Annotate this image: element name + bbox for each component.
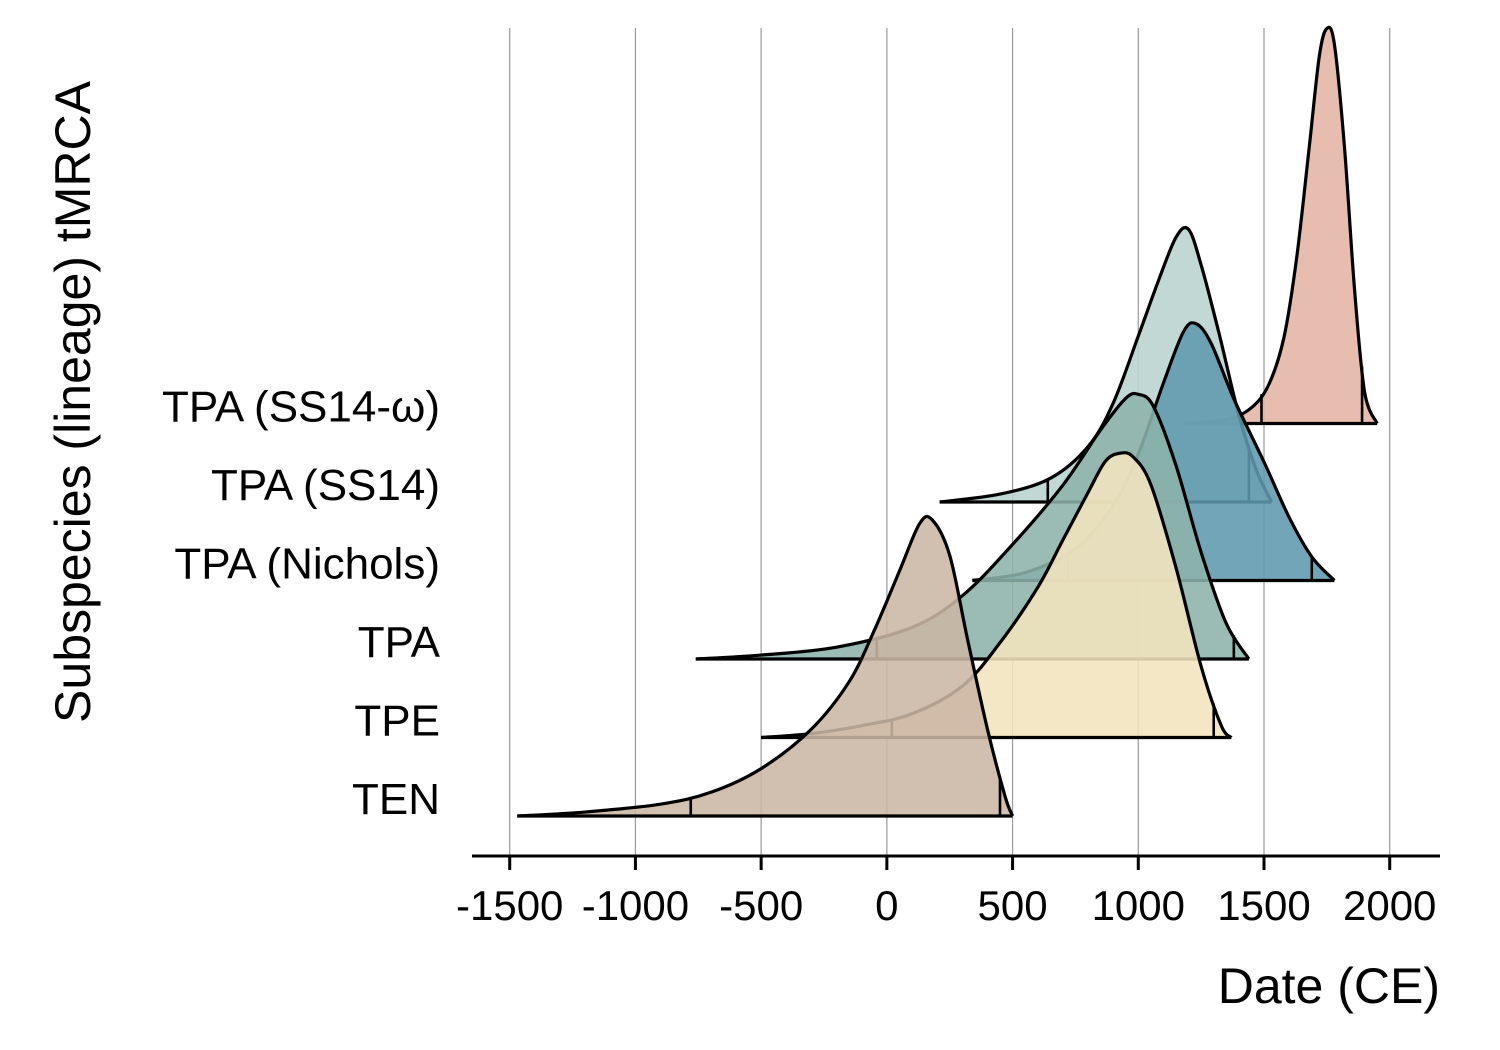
x-tick-label: -1000 <box>582 882 689 929</box>
density-fill <box>517 516 1013 816</box>
category-label: TPA (SS14-ω) <box>162 383 440 432</box>
x-tick-label: 1500 <box>1217 882 1310 929</box>
x-tick-label: -500 <box>719 882 803 929</box>
x-tick-label: 0 <box>875 882 898 929</box>
category-label: TPE <box>354 697 440 746</box>
x-tick-label: -1500 <box>456 882 563 929</box>
x-tick-label: 2000 <box>1343 882 1436 929</box>
density-outline <box>1183 25 1379 426</box>
x-axis-title: Date (CE) <box>1218 958 1440 1014</box>
y-axis-title: Subspecies (lineage) tMRCA <box>45 80 101 723</box>
density-fill <box>1183 27 1378 424</box>
category-label: TPA (Nichols) <box>174 540 440 589</box>
category-label: TEN <box>352 775 440 824</box>
category-label: TPA <box>358 618 441 667</box>
density-ridges <box>517 25 1379 818</box>
density-outline <box>517 514 1015 818</box>
x-tick-label: 1000 <box>1092 882 1185 929</box>
density-fill <box>761 452 1232 738</box>
density-outline <box>695 391 1251 661</box>
category-label: TPA (SS14) <box>211 461 440 510</box>
ridge-ten <box>517 514 1015 818</box>
category-labels: TPA (SS14-ω) TPA (SS14) TPA (Nichols) TPA TP… <box>162 383 441 825</box>
x-tick-label: 500 <box>978 882 1048 929</box>
x-axis: -1500 -1000 -500 0 500 1000 1500 2000 <box>456 854 1440 929</box>
